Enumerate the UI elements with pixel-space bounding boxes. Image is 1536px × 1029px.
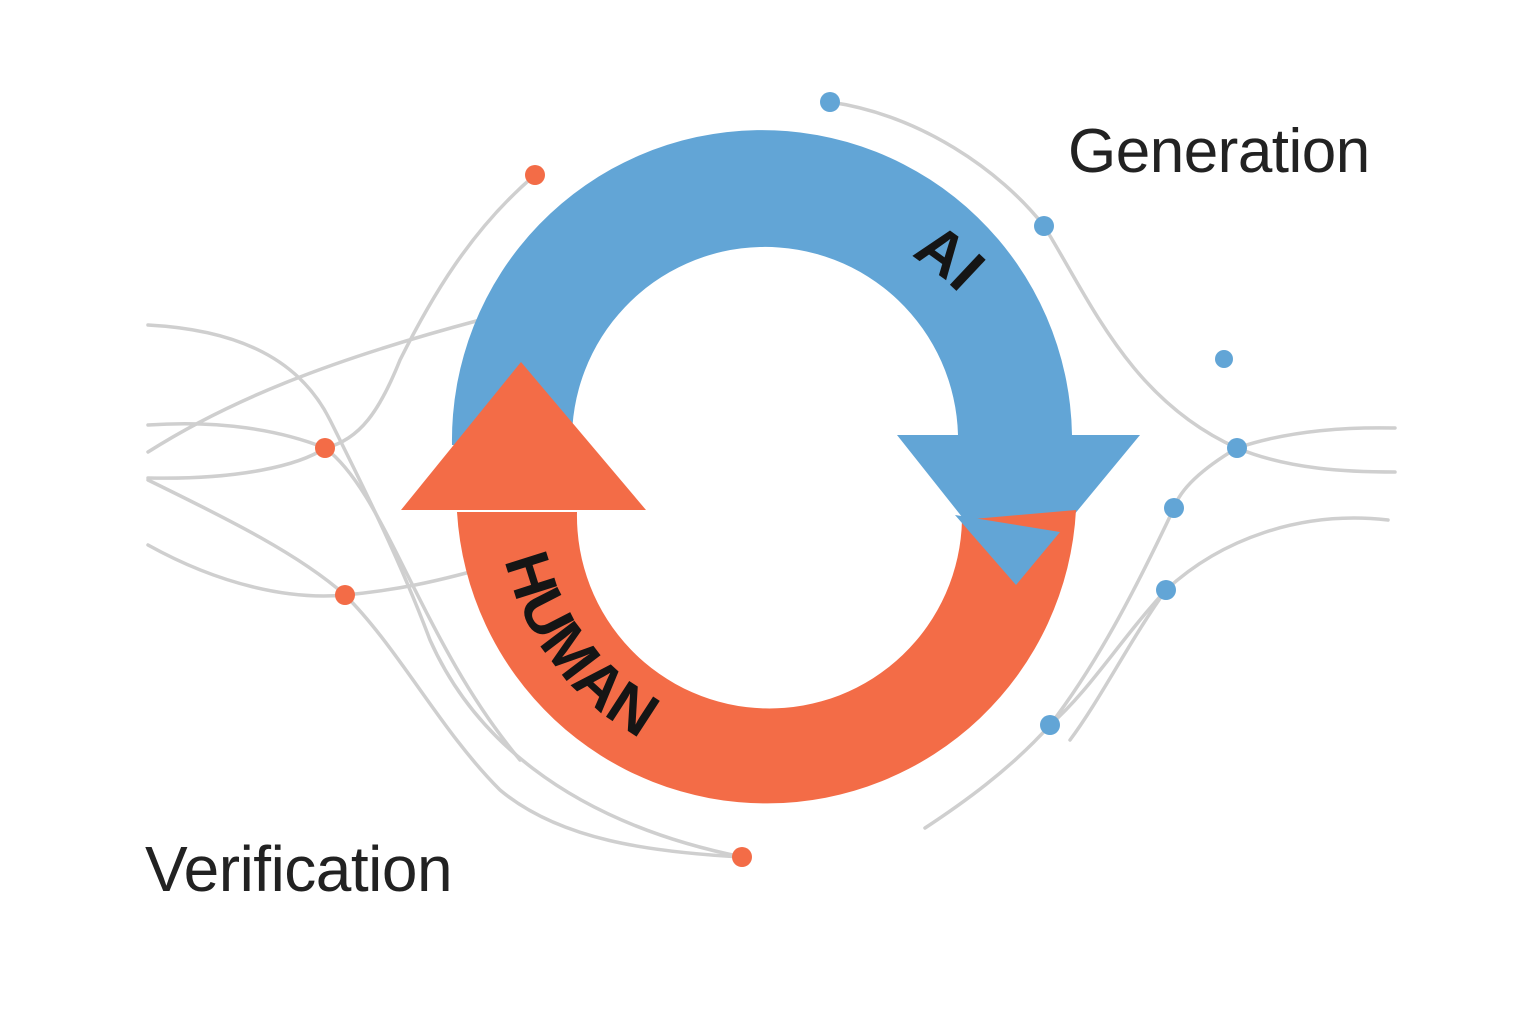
left-line: [146, 318, 482, 454]
right-line: [923, 446, 1239, 830]
right-line: [1235, 446, 1397, 474]
network-node: [1156, 580, 1176, 600]
verification-label: Verification: [145, 833, 453, 905]
left-line: [323, 173, 537, 450]
ai-arrow-tip-overlap: [955, 515, 1060, 585]
left-line: [146, 446, 327, 480]
human-nodes: [315, 165, 752, 867]
right-line: [1235, 426, 1397, 450]
left-line: [146, 323, 744, 859]
generation-label: Generation: [1068, 117, 1370, 186]
human-arrow-head: [401, 362, 646, 510]
network-node: [732, 847, 752, 867]
human-arrow-body: [457, 510, 1076, 804]
left-line: [146, 543, 472, 598]
left-line: [146, 422, 522, 762]
network-node: [315, 438, 335, 458]
ai-arrow-head: [897, 435, 1140, 585]
ai-arrow-body: [451, 130, 1072, 445]
human-arrow: [401, 362, 1076, 804]
network-node: [1164, 498, 1184, 518]
network-node: [1040, 715, 1060, 735]
ai-arrow: [451, 130, 1140, 585]
network-node: [335, 585, 355, 605]
right-line: [1068, 588, 1168, 742]
network-node: [820, 92, 840, 112]
ai-nodes: [820, 92, 1247, 735]
left-line: [146, 478, 744, 859]
network-node: [1034, 216, 1054, 236]
left-network-lines: [146, 173, 744, 859]
network-node: [525, 165, 545, 185]
network-node: [1215, 350, 1233, 368]
network-node: [1227, 438, 1247, 458]
